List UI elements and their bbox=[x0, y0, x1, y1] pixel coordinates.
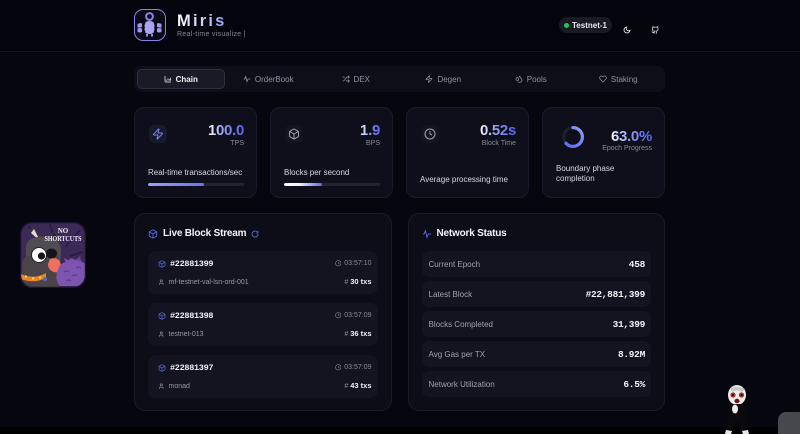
svg-text:NO: NO bbox=[58, 227, 69, 235]
svg-text:SHORTCUTS: SHORTCUTS bbox=[45, 235, 82, 243]
